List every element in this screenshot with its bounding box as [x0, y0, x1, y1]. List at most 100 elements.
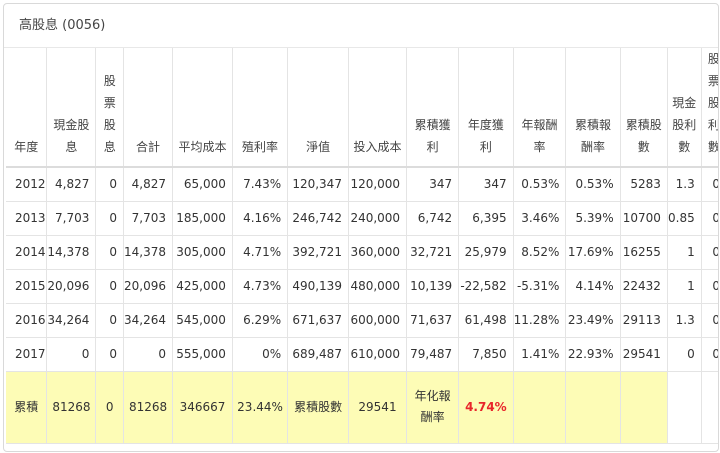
- table-cell: 240,000: [348, 201, 408, 236]
- table-row: 2014 14,378 0 14,378 305,000 4.71% 392,721 360,…: [6, 235, 718, 270]
- table-cell: 4.71%: [232, 235, 289, 270]
- col-header-stock-dividend-amount: 股票股利數: [701, 48, 718, 168]
- table-cell: 8.52%: [513, 235, 567, 270]
- total-cash: 81268: [46, 371, 97, 444]
- table-cell: 7,703: [123, 201, 174, 236]
- col-header-avg-cost: 平均成本: [172, 48, 233, 168]
- table-cell: 246,742: [287, 201, 349, 236]
- table-cell: 1.41%: [513, 337, 567, 372]
- table-cell: 0: [701, 201, 718, 236]
- table-cell: 4.14%: [565, 269, 621, 304]
- table-cell: 0.85: [667, 201, 702, 236]
- total-shares-label: 累積股數: [287, 371, 349, 444]
- table-cell: 6.29%: [232, 303, 289, 338]
- col-header-yield: 殖利率: [232, 48, 289, 168]
- table-cell: 2012: [6, 167, 48, 202]
- table-cell: 0: [95, 235, 125, 270]
- table-cell: 185,000: [172, 201, 233, 236]
- table-cell: 120,000: [348, 167, 408, 202]
- table-row: 2017 0 0 0 555,000 0% 689,487 610,000 79,487 7,85…: [6, 337, 718, 372]
- col-header-year: 年度: [6, 48, 48, 168]
- table-cell: 305,000: [172, 235, 233, 270]
- total-sum: 81268: [123, 371, 174, 444]
- table-cell: 23.49%: [565, 303, 621, 338]
- col-header-cumulative-shares: 累積股數: [620, 48, 668, 168]
- table-cell: 671,637: [287, 303, 349, 338]
- total-row: 累積 81268 0 81268 346667 23.44% 累積股數 2954…: [6, 371, 718, 444]
- table-cell: 29113: [620, 303, 668, 338]
- col-header-cumulative-profit: 累積獲利: [406, 48, 460, 168]
- table-cell: 2017: [6, 337, 48, 372]
- table-cell: 7,850: [458, 337, 514, 372]
- table-cell: 11.28%: [513, 303, 567, 338]
- table-cell: 16255: [620, 235, 668, 270]
- table-cell: 490,139: [287, 269, 349, 304]
- table-cell: 600,000: [348, 303, 408, 338]
- total-annualized-return: 4.74%: [458, 371, 514, 444]
- col-header-annual-profit: 年度獲利: [458, 48, 514, 168]
- table-cell: 0: [95, 303, 125, 338]
- table-cell: 4,827: [123, 167, 174, 202]
- dividend-panel: 高股息 (0056) 年度 現金股息 股票股息 合計 平均成本 殖利率 淨值 投…: [3, 3, 719, 452]
- table-cell: 10700: [620, 201, 668, 236]
- table-cell: 4.73%: [232, 269, 289, 304]
- table-cell: 1.3: [667, 167, 702, 202]
- table-cell: 0.53%: [513, 167, 567, 202]
- table-cell: 425,000: [172, 269, 233, 304]
- col-header-cash-dividend-amount: 現金股利數: [667, 48, 702, 168]
- table-cell: 14,378: [46, 235, 97, 270]
- col-header-cash-dividend: 現金股息: [46, 48, 97, 168]
- table-cell: 0: [95, 337, 125, 372]
- table-cell: 3.46%: [513, 201, 567, 236]
- table-cell: -22,582: [458, 269, 514, 304]
- table-cell: 65,000: [172, 167, 233, 202]
- table-row: 2012 4,827 0 4,827 65,000 7.43% 120,347 120,000…: [6, 167, 718, 202]
- table-cell: 0: [95, 201, 125, 236]
- dividend-table: 年度 現金股息 股票股息 合計 平均成本 殖利率 淨值 投入成本 累積獲利 年度…: [6, 48, 718, 444]
- table-cell: 4,827: [46, 167, 97, 202]
- col-header-stock-dividend: 股票股息: [95, 48, 125, 168]
- table-row: 2015 20,096 0 20,096 425,000 4.73% 490,139 480,…: [6, 269, 718, 304]
- total-shares: 29541: [348, 371, 408, 444]
- table-cell: 71,637: [406, 303, 460, 338]
- table-cell: 17.69%: [565, 235, 621, 270]
- total-yield: 23.44%: [232, 371, 289, 444]
- table-cell: 20,096: [46, 269, 97, 304]
- table-cell: 14,378: [123, 235, 174, 270]
- table-wrapper[interactable]: 年度 現金股息 股票股息 合計 平均成本 殖利率 淨值 投入成本 累積獲利 年度…: [6, 48, 718, 444]
- table-cell: 0: [701, 235, 718, 270]
- table-cell: 6,742: [406, 201, 460, 236]
- table-cell: 5283: [620, 167, 668, 202]
- total-avg-cost: 346667: [172, 371, 233, 444]
- table-cell: 0: [123, 337, 174, 372]
- table-cell: 6,395: [458, 201, 514, 236]
- table-cell: -5.31%: [513, 269, 567, 304]
- table-cell: 610,000: [348, 337, 408, 372]
- table-body: 2012 4,827 0 4,827 65,000 7.43% 120,347 120,000…: [6, 167, 718, 444]
- table-cell: 7,703: [46, 201, 97, 236]
- table-cell: 1: [667, 235, 702, 270]
- table-cell: 0: [667, 337, 702, 372]
- header-row: 年度 現金股息 股票股息 合計 平均成本 殖利率 淨值 投入成本 累積獲利 年度…: [6, 48, 718, 168]
- table-row: 2016 34,264 0 34,264 545,000 6.29% 671,637 600,…: [6, 303, 718, 338]
- table-cell: 5.39%: [565, 201, 621, 236]
- table-cell: 4.16%: [232, 201, 289, 236]
- table-cell: 7.43%: [232, 167, 289, 202]
- panel-title: 高股息 (0056): [4, 4, 718, 48]
- table-cell: 0: [701, 303, 718, 338]
- table-cell: 2015: [6, 269, 48, 304]
- table-cell: 0: [701, 337, 718, 372]
- table-cell: 25,979: [458, 235, 514, 270]
- table-cell: 61,498: [458, 303, 514, 338]
- table-cell: 22.93%: [565, 337, 621, 372]
- table-cell: 2013: [6, 201, 48, 236]
- total-stock: 0: [95, 371, 125, 444]
- table-cell: 0%: [232, 337, 289, 372]
- table-cell: 32,721: [406, 235, 460, 270]
- total-empty-cell: [667, 371, 702, 444]
- table-cell: 0: [95, 269, 125, 304]
- table-cell: 2014: [6, 235, 48, 270]
- col-header-total: 合計: [123, 48, 174, 168]
- table-cell: 0.53%: [565, 167, 621, 202]
- table-row: 2013 7,703 0 7,703 185,000 4.16% 246,742 240,00…: [6, 201, 718, 236]
